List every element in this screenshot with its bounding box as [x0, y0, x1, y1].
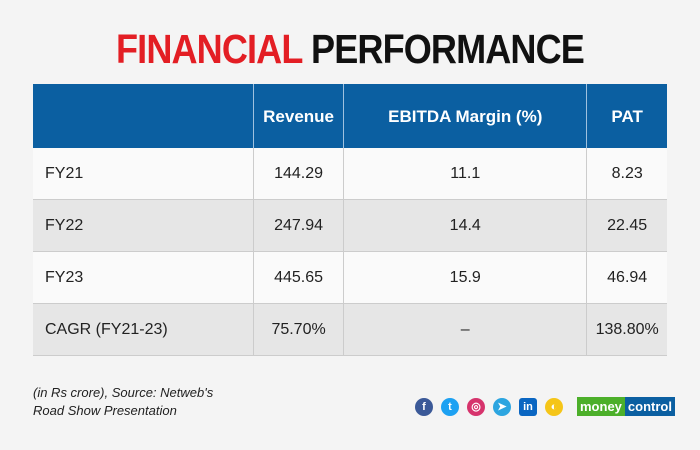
table-header: Revenue EBITDA Margin (%) PAT	[33, 84, 667, 148]
moneycontrol-logo: money control	[577, 397, 675, 416]
header-ebitda: EBITDA Margin (%)	[343, 84, 587, 148]
social-icons: f t ◎ ➤ in ◐ money control	[415, 397, 675, 416]
linkedin-icon[interactable]: in	[519, 397, 537, 416]
table-row: FY22 247.94 14.4 22.45	[33, 199, 667, 252]
koo-icon[interactable]: ◐	[545, 397, 563, 416]
table-row: CAGR (FY21-23) 75.70% –138.80%	[33, 303, 667, 356]
instagram-icon[interactable]: ◎	[467, 397, 485, 416]
source-note: (in Rs crore), Source: Netweb's Road Show…	[33, 385, 214, 418]
header-blank	[33, 84, 254, 148]
table-row: FY21 144.29 11.1 8.23	[33, 148, 667, 200]
header-revenue: Revenue	[252, 84, 344, 148]
header-pat: PAT	[586, 84, 667, 148]
financial-table: Revenue EBITDA Margin (%) PAT FY21 144.29…	[33, 84, 667, 356]
table-row: FY23 445.65 15.9 46.94	[33, 251, 667, 304]
facebook-icon[interactable]: f	[415, 397, 433, 416]
twitter-icon[interactable]: t	[441, 397, 459, 416]
telegram-icon[interactable]: ➤	[493, 397, 511, 416]
page-title: FINANCIAL PERFORMANCE	[116, 26, 585, 72]
